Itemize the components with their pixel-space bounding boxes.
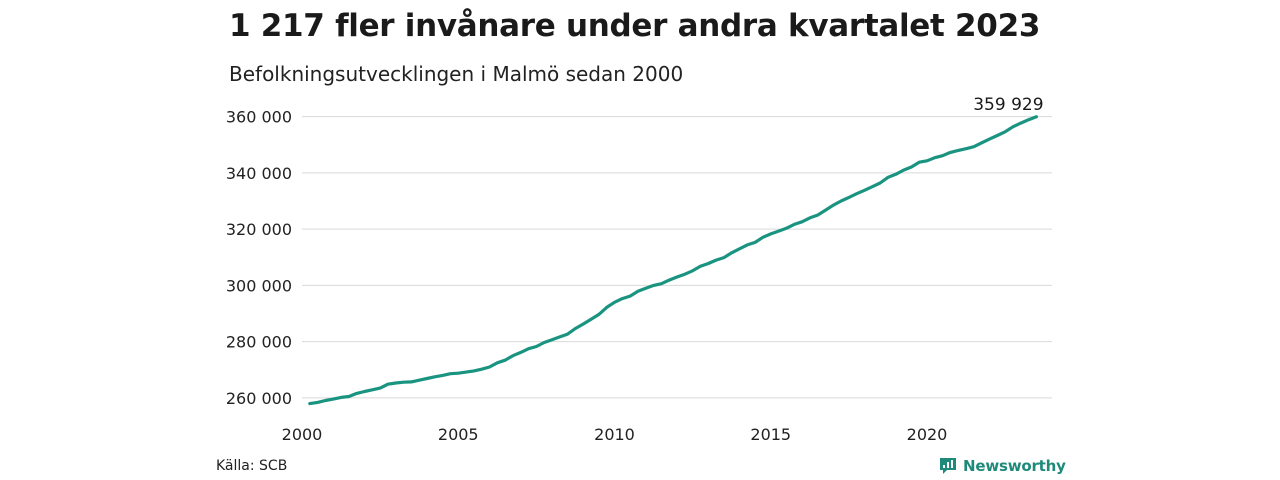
x-tick-label: 2000 [282, 425, 323, 444]
x-axis-ticks: 2000 2005 2010 2015 2020 [282, 425, 948, 444]
series-line [308, 115, 1039, 406]
brand-name: Newsworthy [963, 457, 1066, 475]
y-tick-label: 260 000 [226, 389, 292, 408]
end-value-label: 359 929 [973, 95, 1043, 115]
newsworthy-logo-icon [940, 458, 956, 474]
chart-title: 1 217 fler invånare under andra kvartale… [229, 8, 1041, 44]
y-tick-label: 320 000 [226, 220, 292, 239]
x-tick-label: 2015 [750, 425, 791, 444]
x-tick-label: 2010 [594, 425, 635, 444]
source-note: Källa: SCB [216, 458, 288, 474]
chart-subtitle: Befolkningsutvecklingen i Malmö sedan 20… [229, 62, 684, 86]
y-tick-label: 360 000 [226, 108, 292, 127]
y-tick-label: 300 000 [226, 276, 292, 295]
series-group [308, 115, 1039, 406]
brand-logo: Newsworthy [938, 456, 1066, 476]
x-tick-label: 2020 [907, 425, 948, 444]
y-axis-ticks: 260 000 280 000 300 000 320 000 340 000 360 0… [226, 108, 292, 408]
y-tick-label: 340 000 [226, 164, 292, 183]
x-tick-label: 2005 [438, 425, 479, 444]
y-tick-label: 280 000 [226, 333, 292, 352]
gridlines [302, 116, 1052, 399]
